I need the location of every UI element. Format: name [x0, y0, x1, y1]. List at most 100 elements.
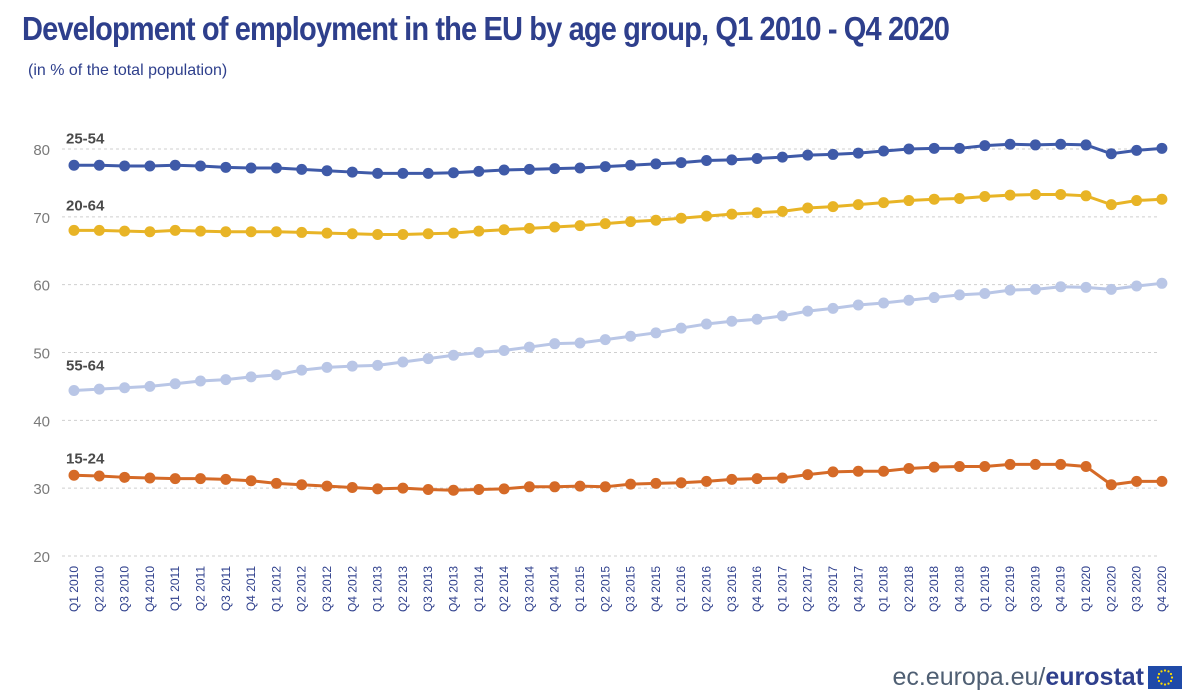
data-point — [1029, 139, 1041, 151]
data-point — [928, 142, 940, 154]
series-line — [73, 462, 1162, 492]
data-point — [68, 224, 80, 236]
data-point — [296, 163, 308, 175]
x-tick-label: Q2 2017 — [801, 566, 815, 612]
data-point — [498, 344, 510, 356]
x-tick-label: Q3 2016 — [725, 566, 739, 612]
data-point — [220, 473, 232, 485]
data-point — [1105, 479, 1117, 491]
x-axis-tick-labels: Q1 2010 Q2 2010 Q3 2010 Q4 2010 Q1 2011 Q2 20… — [67, 566, 1169, 612]
data-point — [397, 356, 409, 368]
data-point — [1055, 138, 1067, 150]
data-point — [599, 481, 611, 493]
data-point — [346, 360, 358, 372]
data-point — [650, 477, 662, 489]
data-point — [574, 337, 586, 349]
data-point — [195, 225, 206, 237]
x-tick-label: Q3 2017 — [826, 566, 840, 612]
data-point — [1080, 281, 1092, 293]
x-tick-label: Q2 2014 — [497, 566, 511, 612]
x-tick-label: Q1 2011 — [168, 566, 182, 611]
data-point — [776, 472, 788, 484]
x-tick-label: Q2 2013 — [396, 566, 410, 612]
series-line — [74, 192, 1162, 236]
data-point — [498, 483, 510, 495]
data-point — [701, 475, 712, 487]
data-point — [498, 224, 510, 236]
data-point — [878, 297, 890, 309]
data-point — [1131, 475, 1143, 487]
data-point — [802, 202, 814, 214]
x-tick-label: Q2 2018 — [902, 566, 916, 612]
data-point — [549, 338, 561, 350]
data-point — [549, 221, 561, 233]
data-point — [144, 160, 156, 172]
x-tick-label: Q1 2019 — [978, 566, 992, 612]
data-point — [448, 167, 459, 179]
data-point — [549, 163, 561, 175]
data-point — [1029, 283, 1041, 295]
series-25-54 — [68, 138, 1168, 179]
series-labels: 25-54 20-64 55-64 15-24 — [66, 130, 105, 467]
data-point — [954, 289, 965, 301]
x-tick-label: Q2 2015 — [598, 566, 612, 612]
x-tick-label: Q2 2016 — [700, 566, 714, 612]
data-point — [397, 167, 409, 179]
data-point — [473, 225, 485, 237]
x-tick-label: Q1 2012 — [269, 566, 283, 612]
y-tick-label: 80 — [33, 142, 50, 159]
x-tick-label: Q3 2015 — [624, 566, 638, 612]
data-point — [903, 195, 915, 207]
data-point — [296, 226, 308, 238]
y-tick-label: 40 — [33, 413, 50, 430]
data-point — [751, 313, 763, 325]
data-point — [321, 227, 333, 239]
eurostat-logo-text: eurostat — [1045, 663, 1144, 691]
data-point — [220, 161, 232, 173]
series-55-64 — [68, 277, 1168, 396]
data-point — [1080, 460, 1092, 472]
data-point — [802, 469, 814, 481]
data-point — [903, 294, 915, 306]
data-point — [776, 310, 788, 322]
data-point — [751, 152, 763, 164]
series-label: 20-64 — [66, 197, 105, 214]
data-point — [523, 222, 535, 234]
y-tick-label: 20 — [33, 549, 50, 566]
data-point — [650, 327, 662, 339]
data-point — [549, 481, 561, 493]
data-point — [93, 224, 105, 236]
x-tick-label: Q1 2016 — [674, 566, 688, 612]
x-tick-label: Q1 2013 — [371, 566, 385, 612]
x-tick-label: Q3 2013 — [421, 566, 435, 612]
data-point — [195, 375, 206, 387]
data-point — [119, 225, 131, 237]
data-point — [928, 292, 940, 304]
data-point — [144, 226, 156, 238]
data-point — [119, 382, 131, 394]
data-point — [751, 207, 763, 219]
data-point — [1105, 283, 1117, 295]
data-point — [1131, 195, 1143, 207]
x-tick-label: Q3 2012 — [320, 566, 334, 612]
data-point — [1004, 138, 1016, 150]
data-point — [270, 226, 282, 238]
data-point — [296, 479, 308, 491]
data-point — [1055, 188, 1067, 200]
data-point — [68, 159, 80, 171]
data-point — [827, 148, 839, 160]
data-point — [144, 472, 156, 484]
data-point — [321, 165, 333, 177]
data-point — [625, 216, 637, 228]
data-point — [1029, 458, 1041, 470]
data-point — [397, 228, 409, 240]
x-tick-label: Q1 2020 — [1079, 566, 1093, 612]
data-point — [675, 157, 687, 169]
x-tick-label: Q2 2019 — [1003, 566, 1017, 612]
x-tick-label: Q2 2011 — [194, 566, 208, 611]
y-tick-label: 70 — [33, 210, 50, 227]
x-tick-label: Q3 2020 — [1130, 566, 1144, 612]
data-point — [802, 149, 814, 161]
data-point — [979, 190, 991, 202]
data-point — [878, 465, 890, 477]
